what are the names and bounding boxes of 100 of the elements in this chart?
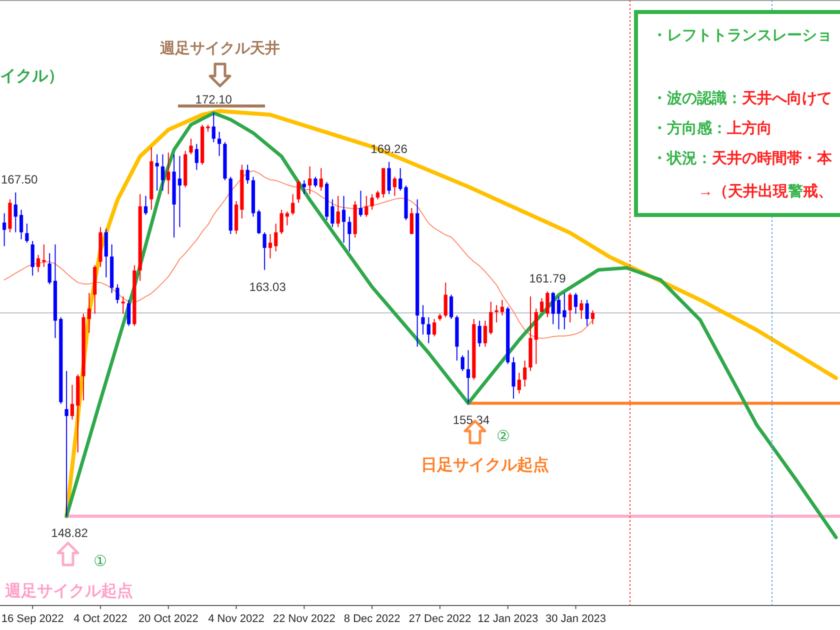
- annotation: 日足サイクル起点: [421, 456, 549, 474]
- candlestick: [291, 194, 295, 216]
- x-tick-label: 30 Jan 2023: [545, 613, 606, 625]
- x-tick-label: 4 Nov 2022: [208, 613, 264, 625]
- candlestick: [285, 210, 289, 226]
- x-tick-label: 20 Oct 2022: [138, 613, 198, 625]
- text: 167.50: [1, 172, 38, 186]
- candlestick: [319, 168, 323, 192]
- candlestick: [478, 320, 482, 348]
- text: 163.03: [249, 280, 286, 294]
- candlestick: [556, 296, 561, 330]
- x-tick-label: 16 Sep 2022: [1, 613, 64, 625]
- candlestick: [217, 131, 222, 157]
- candlestick: [426, 316, 430, 344]
- candlestick: [262, 232, 266, 270]
- candlestick: [387, 161, 391, 195]
- candlestick: [590, 310, 595, 325]
- candlestick: [14, 192, 18, 233]
- annotation: ・方向感：: [652, 119, 727, 137]
- annotation: ①: [94, 553, 106, 570]
- annotation: 上方向: [726, 119, 772, 137]
- annotation: ・波の認識：: [652, 90, 742, 107]
- x-tick-label: 27 Dec 2022: [408, 613, 472, 625]
- candlestick: [444, 282, 448, 318]
- candlestick: [189, 138, 193, 155]
- candlestick: [348, 216, 352, 252]
- candlestick: [358, 190, 363, 218]
- candlestick: [432, 318, 436, 337]
- candlestick: [449, 294, 454, 320]
- candlestick: [421, 304, 425, 336]
- annotation: →（天井出現: [698, 183, 789, 200]
- candlestick: [336, 195, 340, 228]
- x-tick-label: 22 Nov 2022: [272, 613, 336, 625]
- candlestick: [585, 299, 589, 326]
- annotation: 週足サイクル天井: [159, 40, 280, 57]
- candlestick: [314, 176, 318, 188]
- candlestick: [296, 180, 300, 204]
- candlestick: [551, 292, 555, 325]
- candlestick: [342, 195, 346, 244]
- candlestick: [42, 244, 46, 268]
- candlestick: [489, 301, 493, 336]
- candlestick: [568, 292, 572, 323]
- candlestick: [540, 298, 544, 313]
- candlestick: [500, 299, 504, 316]
- candlestick: [64, 370, 68, 517]
- candlestick: [483, 320, 488, 348]
- candlestick: [523, 360, 527, 388]
- annotation: 天井へ向けて: [741, 90, 832, 107]
- candlestick: [392, 176, 396, 196]
- candlestick: [116, 284, 120, 304]
- annotation: イクル）: [0, 68, 64, 85]
- candlestick: [178, 156, 182, 228]
- candlestick: [546, 290, 550, 318]
- candlestick: [126, 299, 131, 326]
- candlestick: [212, 112, 216, 143]
- candlestick: [25, 223, 29, 244]
- candlestick: [364, 195, 368, 218]
- x-tick-label: 4 Oct 2022: [74, 613, 128, 625]
- candlestick: [274, 223, 278, 252]
- candlestick: [398, 168, 402, 192]
- candlestick: [246, 164, 250, 184]
- candlestick: [87, 292, 91, 334]
- candlestick: [144, 195, 148, 216]
- candlestick: [370, 194, 374, 210]
- candlestick: [517, 372, 521, 394]
- candlestick: [466, 350, 470, 404]
- annotation: 戒、: [802, 183, 833, 200]
- candlestick: [160, 154, 165, 192]
- text: 148.82: [51, 526, 88, 540]
- annotation: 週足サイクル起点: [4, 582, 133, 600]
- candlestick: [460, 354, 464, 372]
- candlestick: [308, 166, 312, 195]
- annotation: 天井の時間帯・本: [711, 150, 833, 167]
- x-tick-label: 8 Dec 2022: [344, 613, 400, 625]
- text: 161.79: [529, 271, 566, 286]
- candlestick: [70, 384, 74, 420]
- text: 155.34: [452, 413, 490, 428]
- candlestick: [194, 143, 198, 170]
- candlestick: [574, 292, 578, 314]
- candlestick: [330, 198, 334, 228]
- candlestick: [268, 234, 272, 259]
- candlestick: [166, 152, 170, 195]
- candlestick: [410, 208, 414, 235]
- candlestick: [562, 292, 566, 330]
- candlestick: [494, 304, 498, 323]
- annotation: ・状況：: [652, 150, 712, 167]
- candlestick: [36, 254, 40, 273]
- annotation: ・レフトトランスレーショ: [652, 27, 832, 44]
- text: 172.10: [195, 92, 232, 107]
- candlestick: [580, 299, 584, 320]
- candlestick: [30, 240, 34, 276]
- x-tick-label: 12 Jan 2023: [478, 613, 538, 625]
- candlestick: [155, 154, 159, 192]
- annotation: ②: [496, 428, 510, 445]
- candlestick: [257, 209, 261, 235]
- candlestick: [2, 212, 6, 247]
- annotation: 警: [787, 183, 803, 200]
- candlestick: [48, 252, 52, 285]
- candlestick: [19, 209, 24, 240]
- candlestick: [121, 296, 125, 314]
